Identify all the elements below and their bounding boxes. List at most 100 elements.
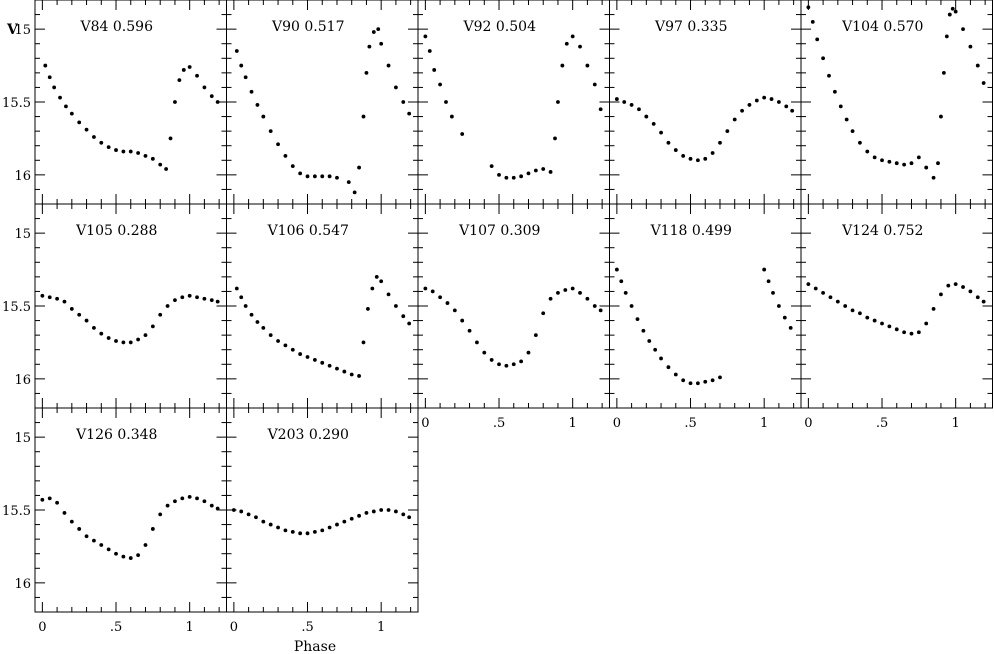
data-point [482, 350, 487, 355]
data-point [981, 81, 986, 85]
data-point [445, 301, 450, 305]
data-point [386, 292, 391, 297]
data-point [165, 304, 170, 308]
data-point [666, 365, 671, 370]
data-point [821, 56, 825, 61]
data-point [254, 515, 258, 520]
data-point [349, 372, 354, 377]
data-point [99, 331, 104, 336]
x-tick-label: 1 [569, 416, 577, 431]
data-point [578, 290, 582, 295]
data-point [62, 299, 67, 304]
data-point [703, 379, 708, 384]
data-point [563, 288, 568, 292]
panel-10: 0 .5 1 V124 0.752 [800, 203, 993, 431]
data-point [511, 175, 516, 180]
x-tick-label: 1 [760, 416, 768, 431]
data-point [880, 321, 884, 326]
data-point [570, 34, 575, 39]
data-point [635, 317, 640, 322]
panel-title: V84 0.596 [80, 19, 154, 35]
data-point [64, 104, 68, 109]
y-tick-label: 15.5 [2, 96, 31, 111]
data-point [342, 519, 347, 524]
data-point [121, 149, 126, 154]
data-point [944, 34, 949, 39]
data-point [371, 509, 376, 514]
data-point [880, 158, 884, 163]
x-tick-label: .5 [301, 620, 313, 635]
data-point [361, 114, 366, 119]
data-point [614, 267, 619, 272]
data-point [69, 519, 74, 524]
data-point [173, 499, 177, 504]
data-point [407, 515, 412, 520]
data-point [47, 295, 52, 300]
data-point [231, 508, 236, 512]
data-point [92, 538, 96, 543]
data-point [364, 70, 369, 75]
panel-2: V90 0.517 [226, 0, 419, 205]
data-point [327, 174, 332, 179]
data-point [312, 529, 317, 534]
data-point [320, 174, 325, 179]
data-point [467, 328, 472, 333]
data-point [394, 509, 398, 514]
data-point [887, 324, 892, 329]
x-tick-label: .5 [110, 620, 122, 635]
data-point [556, 100, 560, 104]
data-point [371, 30, 376, 34]
data-point [290, 347, 295, 352]
data-point [872, 318, 877, 323]
data-point [548, 296, 553, 301]
data-point [261, 114, 266, 119]
data-point [209, 298, 214, 303]
data-point [283, 343, 288, 348]
panel-11: 15 15.5 16 0 .5 1 V126 0.348 [2, 407, 227, 635]
x-tick-label: .5 [493, 416, 505, 431]
data-point [394, 304, 398, 308]
data-point [695, 381, 700, 386]
data-point [788, 325, 793, 330]
data-point [909, 331, 914, 336]
data-point [364, 511, 369, 515]
data-point [92, 135, 96, 139]
data-point [732, 117, 737, 122]
y-tick-label: 15 [14, 431, 31, 446]
data-point [647, 339, 652, 343]
data-point [548, 170, 553, 174]
data-point [659, 356, 663, 361]
data-point [357, 374, 361, 378]
data-point [666, 140, 671, 145]
x-tick-label: 0 [230, 620, 238, 635]
data-point [379, 279, 384, 284]
data-point [430, 289, 435, 294]
y-tick-label: 16 [14, 373, 31, 388]
data-point [810, 19, 815, 24]
panel-8: 0 .5 1 V107 0.309 [417, 203, 610, 431]
data-point [143, 333, 148, 338]
data-point [533, 168, 538, 173]
data-point [533, 333, 538, 338]
y-tick-label: 15 [14, 23, 31, 38]
data-point [77, 527, 82, 531]
data-point [367, 44, 372, 49]
panel-title: V105 0.288 [75, 223, 157, 239]
x-tick-label: 1 [186, 620, 194, 635]
data-point [653, 347, 658, 352]
data-point [688, 381, 693, 386]
data-point [622, 100, 627, 104]
data-point [629, 304, 634, 308]
data-point [777, 304, 781, 308]
data-point [114, 339, 118, 343]
data-point [504, 363, 509, 368]
data-point [158, 162, 163, 167]
data-point [423, 286, 428, 291]
data-point [560, 63, 565, 68]
data-point [941, 70, 946, 75]
data-point [55, 296, 59, 301]
data-point [771, 290, 775, 295]
x-tick-label: 0 [38, 620, 46, 635]
x-tick-label: .5 [876, 416, 888, 431]
